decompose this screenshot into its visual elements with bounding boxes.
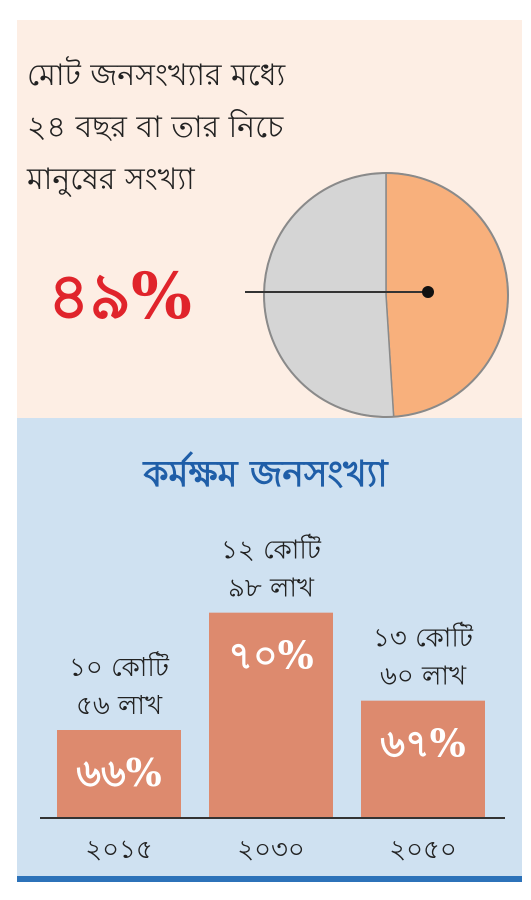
bar-value-label-2: ৭০%	[228, 633, 314, 678]
pie-chart-title: মোট জনসংখ্যার মধ্যে ২৪ বছর বা তার নিচে ম…	[27, 50, 377, 206]
pie-leader-dot	[422, 286, 434, 298]
bottom-rule	[17, 876, 522, 882]
bar-1	[57, 730, 181, 818]
bar-3	[361, 700, 485, 818]
pie-title-line-2: ২৪ বছর বা তার নিচে	[27, 110, 284, 145]
bar-annotation-2-line-2: ৯৮ লাখ	[228, 574, 315, 604]
bar-annotation-2-line-1: ১২ কোটি	[221, 534, 322, 566]
bar-annotation-3-line-1: ১৩ কোটি	[373, 622, 474, 654]
bar-2	[209, 612, 333, 818]
x-tick-label-3: ২০৫০	[389, 835, 457, 865]
pie-title-line-1: মোট জনসংখ্যার মধ্যে	[27, 58, 286, 93]
pie-title-line-3: মানুষের সংখ্যা	[27, 162, 195, 197]
bar-value-label-3: ৬৭%	[380, 721, 466, 766]
highlight-percent: ৪৯%	[48, 259, 192, 334]
x-tick-label-1: ২০১৫	[85, 835, 153, 865]
x-tick-label-2: ২০৩০	[237, 835, 305, 865]
bar-chart-title: কর্মক্ষম জনসংখ্যা	[143, 454, 388, 495]
bar-annotation-1-line-2: ৫৬ লাখ	[76, 691, 163, 721]
bar-annotation-1-line-1: ১০ কোটি	[69, 651, 170, 683]
bar-annotation-3-line-2: ৬০ লাখ	[380, 662, 467, 692]
pie-outline	[263, 172, 509, 418]
bar-value-label-1: ৬৬%	[76, 750, 162, 795]
